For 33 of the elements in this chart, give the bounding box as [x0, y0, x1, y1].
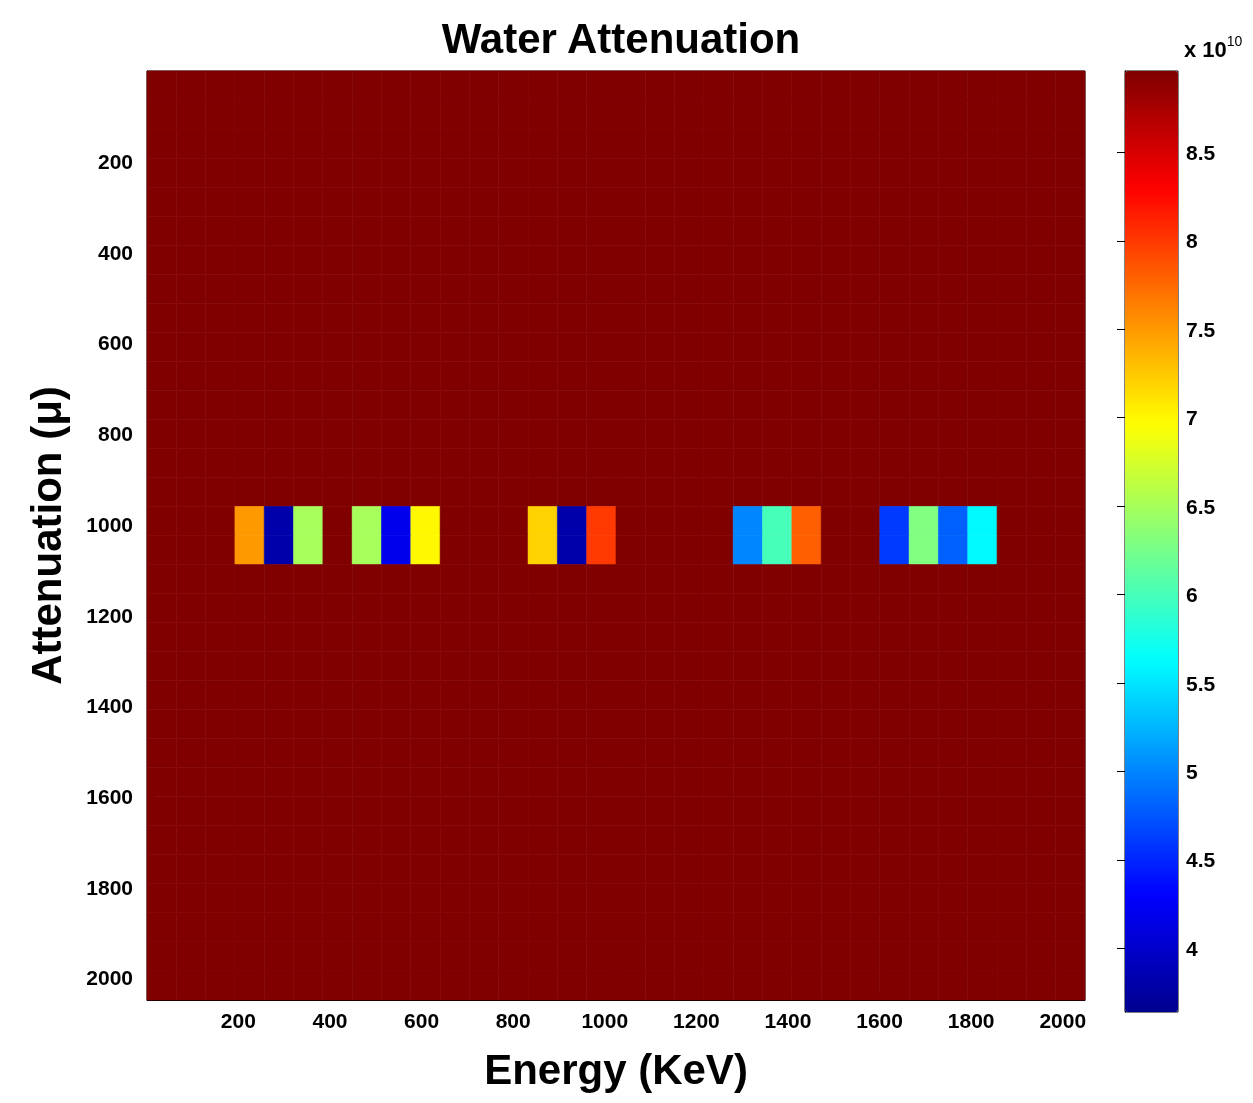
y-tick-label: 1200 [86, 603, 133, 627]
x-tick-label: 800 [495, 1009, 531, 1032]
color-bar-label: 7 [1186, 406, 1198, 430]
x-axis-title: Energy (KeV) [484, 1045, 748, 1093]
y-axis-title: Attenuation (μ) [22, 386, 70, 685]
y-tick-label: 1000 [86, 512, 133, 536]
color-bar-label: 5.5 [1186, 671, 1216, 695]
y-tick-label: 2000 [86, 966, 133, 990]
y-tick-label: 800 [97, 422, 133, 446]
x-tick-label: 1400 [764, 1009, 812, 1032]
x-tick-label: 1000 [581, 1009, 629, 1032]
x-tick-label: 400 [312, 1009, 348, 1032]
x-tick-label: 1800 [947, 1009, 995, 1032]
y-tick-label: 600 [97, 331, 133, 355]
color-bar-label: 4 [1186, 936, 1198, 960]
x-tick-label: 1200 [673, 1009, 720, 1032]
color-bar-label: 7.5 [1186, 317, 1216, 341]
y-tick-label: 200 [97, 150, 133, 173]
y-tick-label: 1400 [86, 694, 133, 718]
color-bar-label: 8.5 [1186, 140, 1216, 164]
color-bar-label: 6.5 [1186, 494, 1216, 518]
color-bar-label: 4.5 [1186, 848, 1216, 872]
y-tick-label: 400 [97, 240, 133, 264]
x-tick-label: 2000 [1039, 1009, 1087, 1032]
x-tick-label: 1600 [856, 1009, 903, 1032]
y-tick-label: 1800 [86, 875, 133, 899]
chart-title: Water Attenuation [441, 14, 801, 62]
color-bar-label: 8 [1186, 229, 1198, 253]
color-bar-label: 6 [1186, 583, 1198, 607]
color-bar-label: 5 [1186, 759, 1198, 783]
x-tick-label: 600 [404, 1009, 440, 1032]
x-tick-label: 200 [220, 1009, 256, 1032]
y-tick-label: 1600 [86, 785, 133, 809]
